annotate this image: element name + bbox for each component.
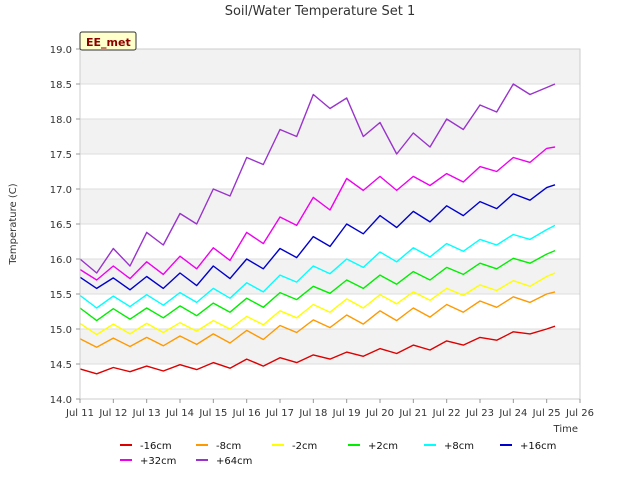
series-line-16cm — [79, 184, 556, 291]
x-tick-label: Jul 12 — [98, 408, 127, 419]
x-tick-label: Jul 22 — [432, 408, 461, 419]
x-axis-title: Time — [553, 424, 578, 435]
x-tick-label: Jul 11 — [65, 408, 94, 419]
data-series — [79, 83, 556, 375]
legend-label: -16cm — [140, 441, 172, 452]
x-tick-label: Jul 26 — [565, 408, 594, 419]
legend-label: +64cm — [216, 456, 252, 467]
y-axis-title: Temperature (C) — [8, 183, 19, 265]
chart-title: Soil/Water Temperature Set 1 — [225, 4, 416, 19]
x-axis-ticks: Jul 11 Jul 12 Jul 13 Jul 14 Jul 15 Jul 16 Jul … — [65, 399, 594, 419]
y-tick-label: 15.0 — [50, 325, 72, 336]
y-tick-label: 16.0 — [50, 255, 72, 266]
legend-label: +16cm — [520, 441, 556, 452]
series-line-64cm — [79, 83, 556, 274]
series-line-2cm — [79, 272, 556, 336]
x-tick-label: Jul 18 — [298, 408, 327, 419]
legend-label: +2cm — [368, 441, 398, 452]
x-tick-label: Jul 23 — [465, 408, 494, 419]
legend-label: -2cm — [292, 441, 317, 452]
y-tick-label: 16.5 — [50, 220, 72, 231]
y-tick-label: 17.0 — [50, 185, 72, 196]
badge-label: EE_met — [86, 36, 131, 49]
series-line-32cm — [79, 146, 556, 281]
x-tick-label: Jul 16 — [232, 408, 261, 419]
legend-label: +32cm — [140, 456, 176, 467]
y-tick-label: 14.0 — [50, 395, 72, 406]
plot-band — [80, 49, 580, 84]
ee-met-badge: EE_met — [79, 31, 137, 51]
y-tick-label: 14.5 — [50, 360, 72, 371]
x-tick-label: Jul 13 — [132, 408, 161, 419]
series-line-2cm — [79, 249, 556, 322]
series-line-8cm — [79, 224, 556, 309]
x-tick-label: Jul 21 — [398, 408, 427, 419]
y-axis-ticks: 14.0 14.5 15.0 15.5 16.0 16.5 17.0 17.5 18.0 18.5… — [50, 45, 80, 406]
y-tick-label: 15.5 — [50, 290, 72, 301]
x-tick-label: Jul 24 — [498, 408, 527, 419]
plot-band — [80, 329, 580, 364]
legend: -16cm -8cm -2cm +2cm +8cm +16cm +32cm +64cm — [120, 441, 556, 467]
x-tick-label: Jul 15 — [198, 408, 227, 419]
y-tick-label: 18.0 — [50, 115, 72, 126]
x-tick-label: Jul 20 — [365, 408, 394, 419]
plot-band — [80, 189, 580, 224]
legend-label: -8cm — [216, 441, 241, 452]
x-tick-label: Jul 25 — [532, 408, 561, 419]
series-line-8cm — [79, 291, 556, 348]
legend-label: +8cm — [444, 441, 474, 452]
x-tick-label: Jul 19 — [332, 408, 361, 419]
x-tick-label: Jul 17 — [265, 408, 294, 419]
x-tick-label: Jul 14 — [165, 408, 194, 419]
series-line-16cm — [79, 325, 556, 375]
plot-band — [80, 119, 580, 154]
y-tick-label: 19.0 — [50, 45, 72, 56]
y-tick-label: 17.5 — [50, 150, 72, 161]
y-tick-label: 18.5 — [50, 80, 72, 91]
